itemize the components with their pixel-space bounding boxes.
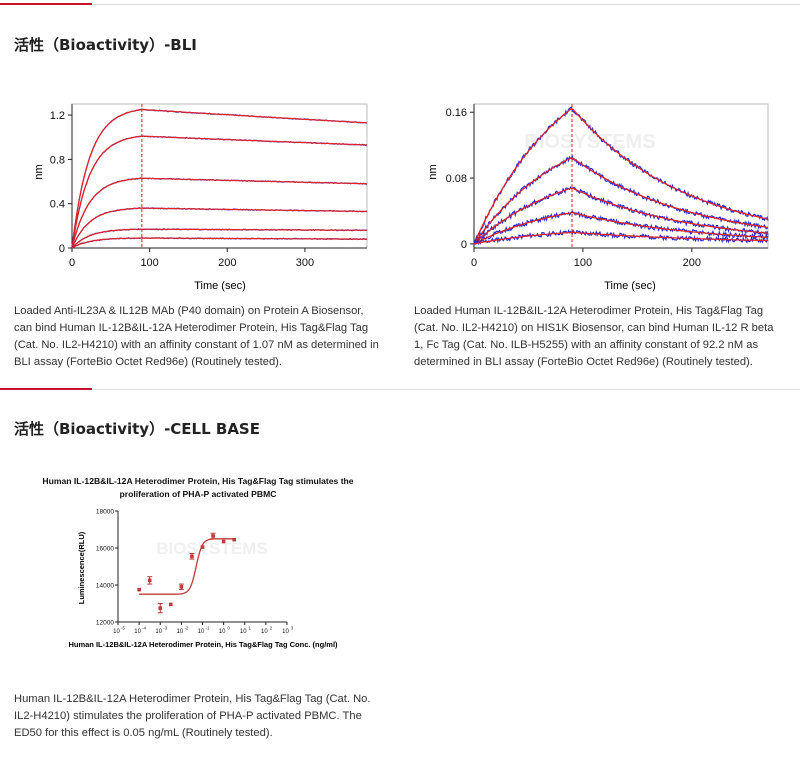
- bli-chart-right: BIOSYSTEMS 0 0.08 0.16 0 100 200 nm Time (sec…: [427, 103, 769, 292]
- section-divider-accent: [0, 388, 92, 390]
- x-axis-label: Time (sec): [194, 280, 246, 292]
- data-point: [211, 534, 215, 538]
- fit-series-curve-4: [473, 212, 769, 245]
- data-point: [137, 587, 141, 592]
- x-tick-label: 10: [219, 629, 226, 635]
- y-tick-label: 0: [59, 243, 65, 255]
- caption-line: Loaded Anti-IL23A & IL12B MAb (P40 domai…: [14, 305, 364, 317]
- fit-series-curve-1: [71, 108, 368, 249]
- caption-line: ED50 for this effect is 0.05 ng/mL (Rout…: [14, 727, 273, 739]
- plot-frame: [473, 103, 769, 249]
- y-tick-label: 1.2: [50, 110, 65, 122]
- y-tick-label: 12000: [96, 620, 114, 627]
- x-tick-exponent: -3: [163, 626, 167, 631]
- x-tick-label: 100: [574, 257, 592, 269]
- x-tick-label: 10: [134, 629, 141, 635]
- x-axis-label: Human IL-12B&IL-12A Heterodimer Protein,…: [68, 640, 338, 649]
- x-tick-label: 0: [69, 257, 75, 269]
- y-tick-label: 0.4: [50, 199, 65, 211]
- raw-series-curve-1: [71, 108, 368, 249]
- y-tick-label: 18000: [96, 509, 114, 516]
- raw-series-curve-3: [71, 177, 368, 249]
- data-point: [221, 539, 226, 544]
- top-divider-accent: [0, 3, 92, 5]
- caption-line: determined in BLI assay (ForteBio Octet …: [414, 356, 753, 368]
- x-tick-label: 10: [282, 629, 289, 635]
- plot-frame: [71, 103, 368, 249]
- fit-series-curve-2: [71, 135, 368, 249]
- x-tick-label: 200: [218, 257, 236, 269]
- section-divider: [0, 389, 800, 390]
- x-tick-label: 10: [113, 629, 120, 635]
- watermark: BIOSYSTEMS: [156, 539, 267, 558]
- y-axis-label: Luminescence(RLU): [77, 531, 86, 604]
- bli-right-caption: Loaded Human IL-12B&IL-12A Heterodimer P…: [414, 303, 794, 371]
- chart-title-line: Human IL-12B&IL-12A Heterodimer Protein,…: [42, 476, 353, 486]
- caption-line: IL2-H4210) stimulates the proliferation …: [14, 710, 362, 722]
- x-tick-label: 300: [296, 257, 314, 269]
- data-point: [158, 606, 163, 610]
- top-divider: [0, 4, 800, 5]
- x-tick-exponent: -1: [206, 626, 210, 631]
- y-tick-label: 0.16: [446, 107, 467, 119]
- data-point: [232, 537, 236, 542]
- fit-series-curve-1: [473, 107, 769, 245]
- raw-series-curve-2: [473, 154, 769, 244]
- caption-line: Loaded Human IL-12B&IL-12A Heterodimer P…: [414, 305, 764, 317]
- caption-line: Human IL-12B&IL-12A Heterodimer Protein,…: [14, 693, 371, 705]
- x-tick-exponent: 1: [249, 626, 252, 631]
- y-tick-label: 14000: [96, 583, 114, 590]
- y-tick-label: 0: [461, 239, 467, 251]
- x-tick-exponent: -5: [121, 626, 125, 631]
- bli-left-caption: Loaded Anti-IL23A & IL12B MAb (P40 domai…: [14, 303, 394, 371]
- x-tick-label: 10: [177, 629, 184, 635]
- data-point: [147, 578, 152, 583]
- caption-line: can bind Human IL-12B&IL-12A Heterodimer…: [14, 322, 369, 334]
- cell-base-caption: Human IL-12B&IL-12A Heterodimer Protein,…: [14, 691, 394, 742]
- fit-series-curve-5: [473, 231, 768, 245]
- data-point: [190, 554, 194, 559]
- y-axis-label: nm: [427, 164, 439, 179]
- fit-series-curve-4: [71, 207, 367, 249]
- x-tick-exponent: 3: [291, 626, 294, 631]
- y-tick-label: 16000: [96, 546, 114, 553]
- chart-title-line: proliferation of PHA-P activated PBMC: [120, 489, 277, 499]
- x-tick-exponent: 2: [270, 626, 273, 631]
- watermark: BIOSYSTEMS: [524, 131, 655, 153]
- y-axis-label: nm: [33, 164, 45, 179]
- data-point: [179, 585, 184, 589]
- fit-series-curve-3: [473, 187, 769, 245]
- caption-line: 1, Fc Tag (Cat. No. ILB-H5255) with an a…: [414, 339, 759, 351]
- x-tick-exponent: -2: [185, 626, 189, 631]
- caption-line: BLI assay (ForteBio Octet Red96e) (Routi…: [14, 356, 282, 368]
- raw-series-curve-1: [473, 106, 769, 246]
- x-tick-exponent: -4: [142, 626, 146, 631]
- x-tick-exponent: 0: [227, 626, 230, 631]
- raw-series-curve-2: [71, 135, 368, 248]
- bli-chart-left: 0 0.4 0.8 1.2 0 100 200 300 nm Time (sec): [33, 103, 368, 292]
- section-title-bli: 活性（Bioactivity）-BLI: [14, 36, 197, 54]
- data-point: [200, 545, 205, 549]
- fit-series-curve-2: [473, 157, 769, 245]
- fit-series-curve-5: [71, 228, 367, 249]
- fit-series-curve-6: [71, 237, 367, 249]
- fit-curve: [139, 538, 236, 595]
- x-tick-label: 0: [471, 257, 477, 269]
- x-tick-label: 10: [155, 629, 162, 635]
- cell-base-chart: Human IL-12B&IL-12A Heterodimer Protein,…: [42, 476, 353, 649]
- x-tick-label: 10: [240, 629, 247, 635]
- x-tick-label: 10: [261, 629, 268, 635]
- x-tick-label: 200: [683, 257, 701, 269]
- y-tick-label: 0.8: [50, 154, 65, 166]
- x-axis-label: Time (sec): [604, 280, 656, 292]
- x-tick-label: 10: [198, 629, 205, 635]
- section-title-cell-base: 活性（Bioactivity）-CELL BASE: [14, 420, 260, 438]
- x-tick-label: 100: [140, 257, 158, 269]
- raw-series-curve-4: [71, 207, 368, 248]
- caption-line: (Cat. No. IL2-H4210) with an affinity co…: [14, 339, 379, 351]
- fit-series-curve-3: [71, 177, 368, 249]
- caption-line: (Cat. No. IL2-H4210) on HIS1K Biosensor,…: [414, 322, 774, 334]
- data-point: [169, 602, 173, 607]
- y-tick-label: 0.08: [446, 173, 467, 185]
